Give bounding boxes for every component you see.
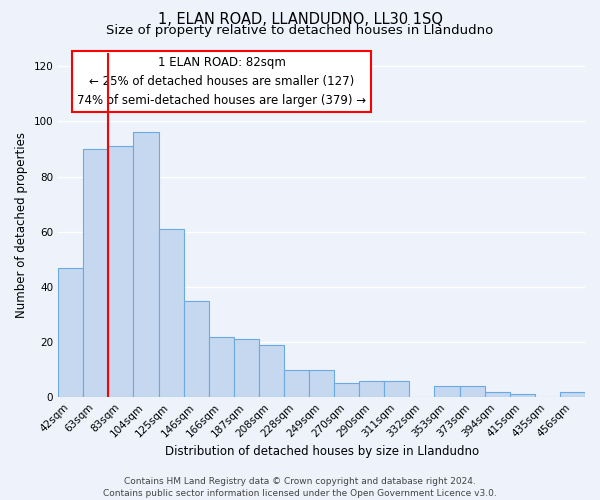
Bar xyxy=(158,229,184,397)
Y-axis label: Number of detached properties: Number of detached properties xyxy=(15,132,28,318)
Bar xyxy=(460,386,485,397)
Bar xyxy=(434,386,460,397)
X-axis label: Distribution of detached houses by size in Llandudno: Distribution of detached houses by size … xyxy=(164,444,479,458)
Bar xyxy=(234,340,259,397)
Bar xyxy=(58,268,83,397)
Bar xyxy=(385,380,409,397)
Bar xyxy=(133,132,158,397)
Text: Contains HM Land Registry data © Crown copyright and database right 2024.
Contai: Contains HM Land Registry data © Crown c… xyxy=(103,476,497,498)
Text: Size of property relative to detached houses in Llandudno: Size of property relative to detached ho… xyxy=(106,24,494,37)
Text: 1 ELAN ROAD: 82sqm
← 25% of detached houses are smaller (127)
74% of semi-detach: 1 ELAN ROAD: 82sqm ← 25% of detached hou… xyxy=(77,56,366,107)
Bar xyxy=(284,370,309,397)
Bar xyxy=(259,345,284,397)
Bar xyxy=(309,370,334,397)
Bar xyxy=(109,146,133,397)
Bar xyxy=(359,380,385,397)
Bar xyxy=(334,384,359,397)
Bar xyxy=(510,394,535,397)
Bar xyxy=(184,300,209,397)
Bar xyxy=(485,392,510,397)
Text: 1, ELAN ROAD, LLANDUDNO, LL30 1SQ: 1, ELAN ROAD, LLANDUDNO, LL30 1SQ xyxy=(157,12,443,28)
Bar xyxy=(560,392,585,397)
Bar xyxy=(209,336,234,397)
Bar xyxy=(83,149,109,397)
